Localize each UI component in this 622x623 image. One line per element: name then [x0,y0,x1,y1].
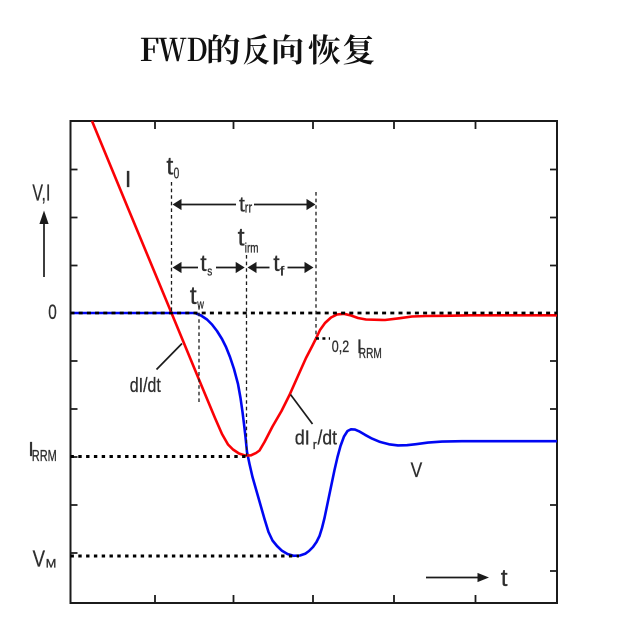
svg-text:/dt: /dt [318,428,338,450]
svg-text:irm: irm [245,241,259,256]
svg-text:RRM: RRM [359,346,382,362]
svg-text:t: t [239,194,245,217]
svg-text:t: t [200,250,207,276]
svg-text:t: t [238,224,245,252]
svg-text:t: t [166,153,173,181]
svg-text:0: 0 [48,300,57,324]
svg-text:rr: rr [245,200,252,217]
svg-text:0: 0 [174,166,180,183]
svg-text:dI/dt: dI/dt [130,375,161,397]
svg-text:0,2: 0,2 [332,337,349,356]
svg-text:f: f [280,264,285,279]
svg-text:t: t [273,250,280,276]
svg-text:M: M [46,558,57,570]
svg-text:I: I [28,439,34,461]
svg-text:w: w [196,297,204,312]
svg-text:V: V [411,458,423,482]
svg-text:RRM: RRM [32,448,57,465]
svg-text:t: t [190,282,197,310]
svg-text:V,I: V,I [32,180,50,206]
svg-text:I: I [125,166,131,192]
svg-text:r: r [313,437,318,452]
svg-text:V: V [33,546,46,572]
svg-text:t: t [501,565,508,592]
svg-text:I: I [357,336,362,358]
svg-text:dI: dI [295,428,310,450]
svg-text:s: s [207,264,212,279]
